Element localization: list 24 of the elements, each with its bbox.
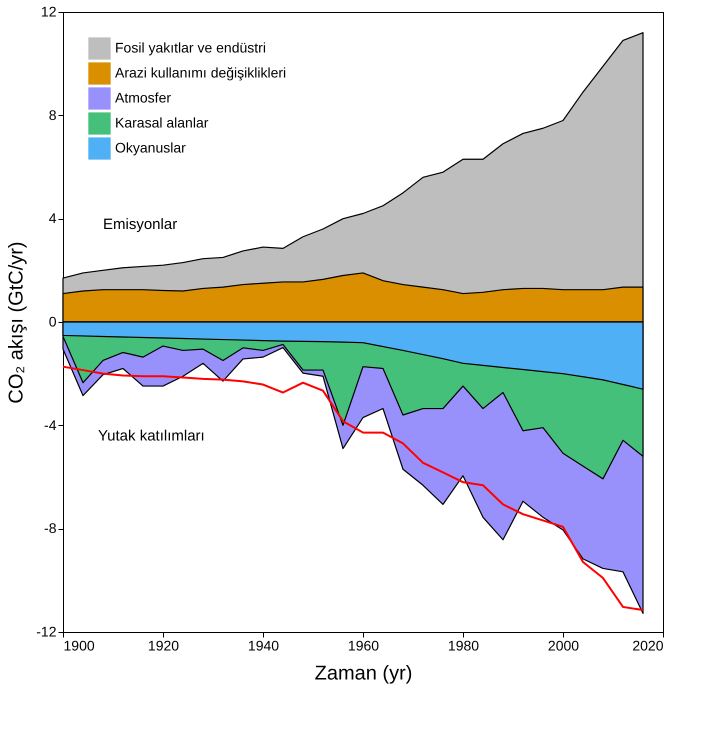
y-tick-label: 8 [48, 106, 57, 123]
x-tick-label: 1920 [148, 638, 180, 654]
x-tick-label: 1900 [64, 638, 95, 654]
legend-label: Okyanuslar [115, 140, 186, 156]
x-tick-label: 2020 [632, 638, 664, 654]
annotation: Yutak katılımları [98, 428, 205, 445]
line-series [62, 366, 644, 612]
x-tick-label: 2000 [548, 638, 580, 654]
y-tick-label: -8 [44, 520, 57, 536]
y-tick-label: -4 [44, 416, 57, 433]
y-axis-title: CO₂ akışı (GtC/yr) [5, 241, 28, 404]
legend-label: Karasal alanlar [115, 114, 209, 130]
annotation: Emisyonlar [103, 216, 178, 233]
y-tick-label: 4 [48, 210, 57, 226]
legend-label: Fosil yakıtlar ve endüstri [115, 40, 266, 56]
y-tick-label: 0 [48, 314, 57, 330]
y-tick-label: 12 [40, 4, 57, 20]
x-axis-title: Zaman (yr) [314, 662, 412, 684]
x-tick-label: 1960 [348, 638, 380, 654]
x-tick-label: 1980 [448, 638, 480, 654]
legend-label: Atmosfer [115, 90, 172, 106]
legend-label: Arazi kullanımı değişiklikleri [115, 64, 286, 80]
x-tick-label: 1940 [248, 638, 280, 654]
y-tick-label: -12 [36, 624, 57, 640]
